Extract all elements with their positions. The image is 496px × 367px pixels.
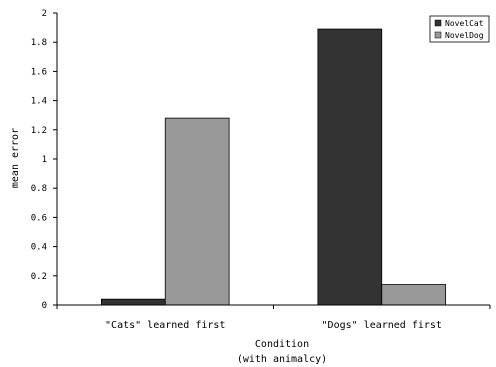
bar-novelcat-1 <box>100 298 166 306</box>
y-tick-label: 0.4 <box>31 243 47 253</box>
y-axis-title: mean error <box>10 128 21 188</box>
x-axis-title: Condition <box>255 339 309 350</box>
bar-noveldog-1 <box>164 117 230 306</box>
bar-novelcat-2 <box>317 28 383 306</box>
legend-label-novelcat: NovelCat <box>445 19 484 28</box>
legend: NovelCat NovelDog <box>429 15 490 43</box>
x-axis <box>56 304 491 309</box>
x-category-labels: "Cats" learned first "Dogs" learned first <box>105 320 442 331</box>
y-tick-label: 0.2 <box>31 272 47 282</box>
legend-swatch-noveldog <box>434 31 442 39</box>
bars <box>100 28 447 306</box>
x-axis-subtitle: (with animalcy) <box>237 354 327 365</box>
bar-noveldog-2 <box>381 284 447 306</box>
y-tick-label: 2 <box>42 9 47 19</box>
y-tick-label: 0.6 <box>31 213 47 223</box>
y-tick-label: 0 <box>42 301 47 311</box>
x-category-label: "Cats" learned first <box>105 320 225 331</box>
y-axis-ticks: 0 0.2 0.4 0.6 0.8 1 1.2 1.4 1.6 1.8 2 <box>31 9 58 311</box>
y-tick-label: 1.2 <box>31 126 47 136</box>
legend-swatch-novelcat <box>434 19 442 27</box>
x-category-label: "Dogs" learned first <box>322 320 442 331</box>
y-tick-label: 1.8 <box>31 38 47 48</box>
y-tick-label: 1 <box>42 155 47 165</box>
y-tick-label: 1.6 <box>31 67 47 77</box>
y-tick-label: 0.8 <box>31 184 47 194</box>
y-tick-label: 1.4 <box>31 97 47 107</box>
legend-label-noveldog: NovelDog <box>445 31 484 40</box>
